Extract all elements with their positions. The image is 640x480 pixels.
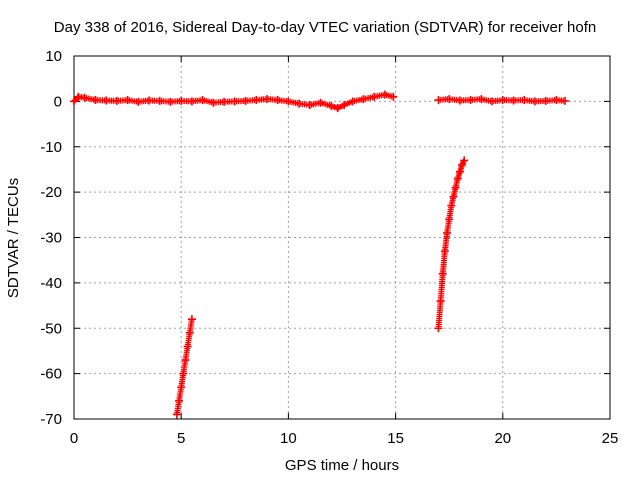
data-point (458, 160, 467, 169)
data-point (177, 96, 186, 105)
data-point (445, 95, 454, 104)
data-point (80, 93, 89, 102)
data-point (434, 324, 443, 333)
data-point (209, 98, 218, 107)
data-point (74, 92, 83, 101)
series-group (434, 95, 569, 106)
data-point (348, 97, 357, 106)
data-point (498, 96, 507, 105)
data-point (436, 297, 445, 306)
data-point (134, 97, 143, 106)
data-point (284, 97, 293, 106)
data-point (359, 95, 368, 104)
data-point (438, 269, 447, 278)
y-tick-label: -50 (40, 320, 62, 337)
x-tick-labels: 0 5 10 15 20 25 (70, 430, 619, 447)
data-point (183, 342, 192, 351)
data-point (509, 96, 518, 105)
data-point (262, 95, 271, 104)
data-point (389, 92, 398, 101)
data-point (488, 97, 497, 106)
y-tick-label: -70 (40, 411, 62, 428)
x-tick-label: 15 (387, 430, 404, 447)
data-point (155, 96, 164, 105)
y-tick-label: -10 (40, 139, 62, 156)
data-point (273, 96, 282, 105)
data-point (449, 192, 458, 201)
data-point (455, 96, 464, 105)
data-point (123, 96, 132, 105)
data-point (112, 96, 121, 105)
data-point (187, 315, 196, 324)
data-point (91, 96, 100, 105)
data-point (316, 98, 325, 107)
data-point (380, 90, 389, 99)
data-point (166, 97, 175, 106)
data-point (440, 247, 449, 256)
series-group (172, 315, 196, 419)
data-point (530, 97, 539, 106)
data-point (241, 96, 250, 105)
y-tick-label: -20 (40, 184, 62, 201)
data-point (327, 101, 336, 110)
data-point (102, 96, 111, 105)
x-tick-label: 5 (177, 430, 185, 447)
data-point (460, 156, 469, 165)
data-point (560, 96, 569, 105)
y-tick-label: 0 (54, 93, 62, 110)
data-point (230, 97, 239, 106)
data-point (252, 96, 261, 105)
data-point (455, 167, 464, 176)
chart-title: Day 338 of 2016, Sidereal Day-to-day VTE… (54, 19, 596, 36)
x-axis-label: GPS time / hours (285, 457, 399, 474)
data-point (145, 96, 154, 105)
y-tick-label: 10 (45, 48, 62, 65)
data-point (185, 328, 194, 337)
data-point (443, 228, 452, 237)
x-tick-label: 10 (280, 430, 297, 447)
series-group (434, 156, 469, 333)
series-group (70, 90, 398, 113)
y-tick-label: -40 (40, 275, 62, 292)
data-point (172, 410, 181, 419)
data-point (220, 97, 229, 106)
data-point (552, 96, 561, 105)
data-point (466, 96, 475, 105)
data-point (434, 96, 443, 105)
data-point (295, 99, 304, 108)
data-point (175, 396, 184, 405)
x-tick-label: 20 (494, 430, 511, 447)
y-tick-label: -30 (40, 230, 62, 247)
y-tick-labels: 10 0 -10 -20 -30 -40 -50 -60 -70 (40, 48, 62, 428)
data-point (445, 215, 454, 224)
data-point (340, 101, 349, 110)
grid-lines (74, 56, 610, 419)
data-point (198, 96, 207, 105)
data-point (181, 356, 190, 365)
x-tick-label: 25 (602, 430, 619, 447)
data-point (179, 369, 188, 378)
data-point (187, 97, 196, 106)
y-axis-label: SDTVAR / TECUs (5, 178, 22, 298)
data-point (520, 96, 529, 105)
data-point (333, 104, 342, 113)
data-point (451, 183, 460, 192)
data-series (70, 90, 569, 419)
data-point (177, 383, 186, 392)
data-point (305, 101, 314, 110)
data-point (541, 96, 550, 105)
data-point (453, 174, 462, 183)
axis-ticks (73, 55, 611, 420)
x-tick-label: 0 (70, 430, 78, 447)
data-point (70, 97, 78, 106)
y-tick-label: -60 (40, 366, 62, 383)
data-point-fill (74, 94, 81, 101)
data-point (477, 95, 486, 104)
data-point (447, 201, 456, 210)
data-point (370, 92, 379, 101)
